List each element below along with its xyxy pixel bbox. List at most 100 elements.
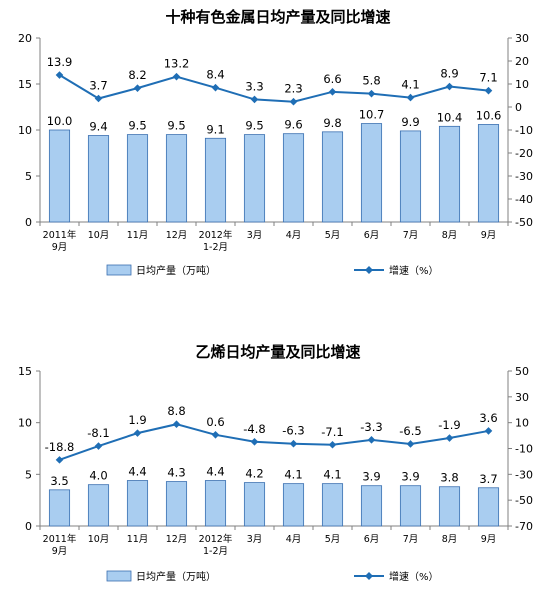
growth-point bbox=[250, 95, 259, 104]
bar-data-label: 9.8 bbox=[323, 116, 341, 130]
bar-data-label: 3.5 bbox=[50, 474, 68, 488]
line-data-label: 8.9 bbox=[440, 67, 458, 81]
x-tick-label: 2011年 bbox=[43, 533, 77, 545]
x-tick-label: 6月 bbox=[364, 534, 380, 545]
right-tick-label: 20 bbox=[515, 55, 529, 68]
bar bbox=[165, 481, 188, 527]
legend-line-marker bbox=[365, 266, 373, 274]
growth-point bbox=[445, 434, 454, 442]
x-tick-label: 3月 bbox=[247, 230, 263, 241]
left-tick-label: 0 bbox=[25, 520, 32, 533]
legend-bar-label: 日均产量（万吨） bbox=[136, 264, 216, 277]
bar-data-label: 4.4 bbox=[206, 465, 224, 479]
bar bbox=[360, 485, 383, 527]
x-tick-label: 8月 bbox=[442, 230, 458, 241]
line-data-label: -6.3 bbox=[282, 424, 304, 438]
bar-data-label: 4.4 bbox=[128, 465, 146, 479]
bar-data-label: 3.9 bbox=[401, 470, 419, 484]
growth-point bbox=[55, 71, 64, 79]
x-tick-label: 5月 bbox=[325, 534, 341, 545]
growth-point bbox=[133, 429, 142, 437]
x-tick-label: 11月 bbox=[127, 230, 149, 241]
line-data-label: -1.9 bbox=[438, 418, 460, 432]
right-tick-label: -20 bbox=[515, 147, 533, 160]
right-tick-label: 10 bbox=[515, 78, 529, 91]
line-data-label: 4.1 bbox=[401, 78, 419, 92]
right-tick-label: -10 bbox=[515, 443, 533, 456]
bar bbox=[321, 131, 344, 223]
bar bbox=[438, 125, 461, 223]
left-tick-label: 5 bbox=[25, 468, 32, 481]
x-tick-label: 3月 bbox=[247, 534, 263, 545]
line-data-label: 7.1 bbox=[479, 71, 497, 85]
bar bbox=[204, 480, 227, 527]
bar-data-label: 9.5 bbox=[245, 119, 263, 133]
right-tick-label: 0 bbox=[515, 101, 522, 114]
line-data-label: 6.6 bbox=[323, 72, 341, 86]
legend-bar-swatch bbox=[106, 570, 132, 582]
bar-data-label: 9.4 bbox=[89, 120, 107, 134]
bar-data-label: 4.1 bbox=[323, 468, 341, 482]
line-data-label: 3.3 bbox=[245, 79, 263, 93]
x-tick-label: 2012年 bbox=[199, 533, 233, 545]
line-data-label: 8.8 bbox=[167, 404, 185, 418]
bar bbox=[399, 485, 422, 527]
bar-data-label: 4.2 bbox=[245, 467, 263, 481]
line-data-label: 5.8 bbox=[362, 74, 380, 88]
growth-point bbox=[133, 84, 142, 92]
growth-point bbox=[250, 437, 259, 446]
growth-point bbox=[367, 436, 376, 444]
left-tick-label: 20 bbox=[18, 32, 32, 45]
growth-point bbox=[172, 72, 181, 81]
right-tick-label: 30 bbox=[515, 391, 529, 404]
legend-line-label: 增速（%） bbox=[389, 570, 439, 583]
x-tick-label: 10月 bbox=[88, 534, 110, 545]
bar bbox=[126, 480, 149, 527]
chart-production-ethylene: 乙烯日均产量及同比增速 0 5 10 15 -70 -50 -30 -10 10 30 50 2011… bbox=[0, 333, 556, 589]
line-data-label: 3.7 bbox=[89, 78, 107, 92]
line-data-label: -3.3 bbox=[360, 420, 382, 434]
chart-svg: 05101520-50-40-30-20-1001020302011年9月10月… bbox=[18, 32, 533, 277]
x-tick-label: 12月 bbox=[166, 534, 188, 545]
growth-line bbox=[59, 423, 489, 461]
right-tick-label: 10 bbox=[515, 417, 529, 430]
left-tick-label: 5 bbox=[25, 170, 32, 183]
bar-data-label: 9.1 bbox=[206, 122, 224, 136]
growth-point bbox=[55, 456, 64, 464]
growth-point bbox=[367, 89, 376, 98]
left-tick-label: 15 bbox=[18, 365, 32, 378]
bar bbox=[321, 483, 344, 527]
x-tick-label: 1-2月 bbox=[203, 242, 228, 253]
x-tick-label: 1-2月 bbox=[203, 546, 228, 557]
growth-point bbox=[211, 83, 220, 92]
line-data-label: 8.4 bbox=[206, 68, 224, 82]
bar bbox=[243, 482, 266, 527]
growth-point bbox=[328, 440, 337, 449]
line-data-label: 13.2 bbox=[164, 57, 190, 71]
line-data-label: 1.9 bbox=[128, 413, 146, 427]
x-tick-label: 12月 bbox=[166, 230, 188, 241]
line-data-label: -4.8 bbox=[243, 422, 265, 436]
chart-title: 乙烯日均产量及同比增速 bbox=[195, 343, 361, 361]
growth-point bbox=[484, 86, 493, 95]
x-tick-label: 10月 bbox=[88, 230, 110, 241]
right-tick-label: 30 bbox=[515, 32, 529, 45]
x-tick-label: 11月 bbox=[127, 534, 149, 545]
bar bbox=[438, 486, 461, 527]
growth-point bbox=[289, 97, 298, 106]
growth-point bbox=[406, 440, 415, 448]
legend-line-marker bbox=[365, 572, 373, 580]
bar bbox=[282, 133, 305, 223]
growth-point bbox=[445, 82, 454, 91]
line-data-label: 0.6 bbox=[206, 415, 224, 429]
bar bbox=[48, 129, 71, 223]
growth-point bbox=[406, 93, 415, 102]
x-tick-label: 9月 bbox=[481, 230, 497, 241]
line-data-label: 3.6 bbox=[479, 411, 497, 425]
growth-point bbox=[328, 88, 337, 96]
bar bbox=[87, 484, 110, 527]
bar bbox=[360, 123, 383, 223]
growth-line bbox=[58, 74, 489, 103]
bar-data-label: 10.4 bbox=[437, 110, 463, 124]
